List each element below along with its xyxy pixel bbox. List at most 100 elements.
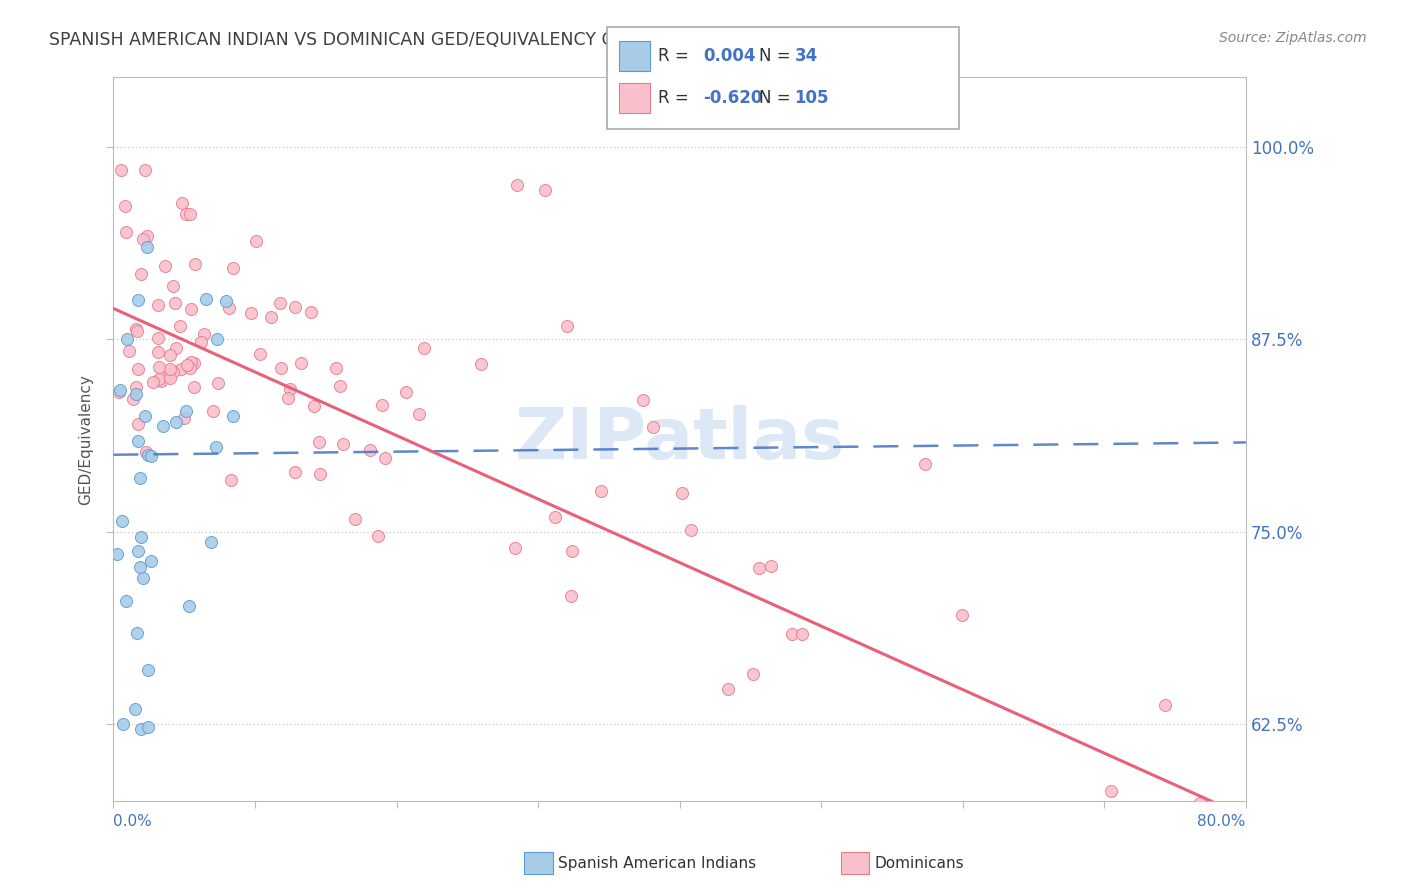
Point	[162, 278, 184, 293]
Point	[129, 530, 152, 544]
Point	[174, 404, 197, 418]
Point	[127, 543, 149, 558]
Point	[132, 232, 155, 246]
Text: N =: N =	[759, 89, 796, 107]
Point	[631, 393, 654, 408]
Point	[343, 512, 366, 526]
Point	[555, 319, 578, 334]
Point	[1154, 698, 1177, 713]
Point	[148, 359, 170, 374]
Point	[239, 306, 262, 320]
Text: 80.0%: 80.0%	[1198, 814, 1246, 829]
Point	[190, 335, 212, 350]
Point	[115, 225, 138, 239]
Point	[219, 473, 242, 487]
Point	[259, 310, 281, 324]
Point	[125, 380, 148, 394]
Point	[124, 387, 146, 401]
Point	[716, 681, 738, 696]
Point	[110, 162, 132, 177]
Text: R =: R =	[658, 47, 695, 65]
Point	[111, 515, 134, 529]
Point	[761, 558, 783, 573]
Point	[290, 356, 312, 370]
Point	[136, 228, 159, 243]
Point	[534, 183, 557, 197]
Point	[127, 434, 149, 448]
Point	[741, 667, 763, 681]
Point	[470, 357, 492, 371]
Text: Source: ZipAtlas.com: Source: ZipAtlas.com	[1219, 31, 1367, 45]
Y-axis label: GED/Equivalency: GED/Equivalency	[79, 374, 93, 505]
Point	[149, 374, 172, 388]
Point	[127, 324, 149, 338]
Point	[1188, 797, 1211, 811]
Point	[950, 607, 973, 622]
Text: SPANISH AMERICAN INDIAN VS DOMINICAN GED/EQUIVALENCY CORRELATION CHART: SPANISH AMERICAN INDIAN VS DOMINICAN GED…	[49, 31, 790, 49]
Point	[284, 465, 307, 479]
Point	[561, 544, 583, 558]
Point	[1202, 802, 1225, 816]
Point	[412, 341, 434, 355]
Point	[159, 371, 181, 385]
Point	[176, 358, 198, 372]
Text: 0.004: 0.004	[703, 47, 755, 65]
Point	[179, 207, 201, 221]
Point	[1160, 802, 1182, 816]
Point	[371, 398, 394, 412]
Point	[177, 599, 200, 613]
Point	[184, 257, 207, 271]
Point	[176, 207, 198, 221]
Point	[205, 440, 228, 454]
Point	[408, 408, 430, 422]
Point	[152, 419, 174, 434]
Point	[671, 486, 693, 500]
Point	[359, 442, 381, 457]
Point	[1099, 783, 1122, 797]
Point	[329, 379, 352, 393]
Point	[163, 295, 186, 310]
Point	[214, 294, 236, 309]
Point	[134, 409, 156, 424]
Point	[284, 301, 307, 315]
Point	[193, 327, 215, 342]
Point	[127, 362, 149, 376]
Point	[641, 419, 664, 434]
Point	[134, 162, 156, 177]
Point	[280, 382, 302, 396]
Point	[146, 298, 169, 312]
Point	[170, 195, 193, 210]
Point	[201, 404, 224, 418]
Point	[374, 451, 396, 466]
Point	[367, 529, 389, 543]
Point	[914, 457, 936, 471]
Point	[131, 267, 153, 281]
Point	[332, 437, 354, 451]
Point	[169, 318, 191, 333]
Point	[135, 445, 157, 459]
Point	[304, 399, 326, 413]
Point	[148, 331, 170, 345]
Point	[128, 471, 150, 485]
Point	[544, 509, 567, 524]
Text: Spanish American Indians: Spanish American Indians	[558, 856, 756, 871]
Point	[222, 409, 245, 424]
Point	[245, 234, 267, 248]
Point	[139, 449, 162, 463]
Point	[395, 385, 418, 400]
Point	[183, 356, 205, 370]
Point	[170, 362, 193, 376]
Point	[136, 448, 159, 462]
Point	[309, 467, 332, 481]
Point	[153, 259, 176, 273]
Text: ZIPatlas: ZIPatlas	[515, 405, 845, 474]
Point	[114, 199, 136, 213]
Point	[173, 411, 195, 425]
Point	[127, 625, 149, 640]
Point	[115, 332, 138, 346]
Point	[125, 322, 148, 336]
Point	[165, 415, 187, 429]
Point	[131, 571, 153, 585]
Point	[222, 261, 245, 276]
Point	[139, 554, 162, 568]
